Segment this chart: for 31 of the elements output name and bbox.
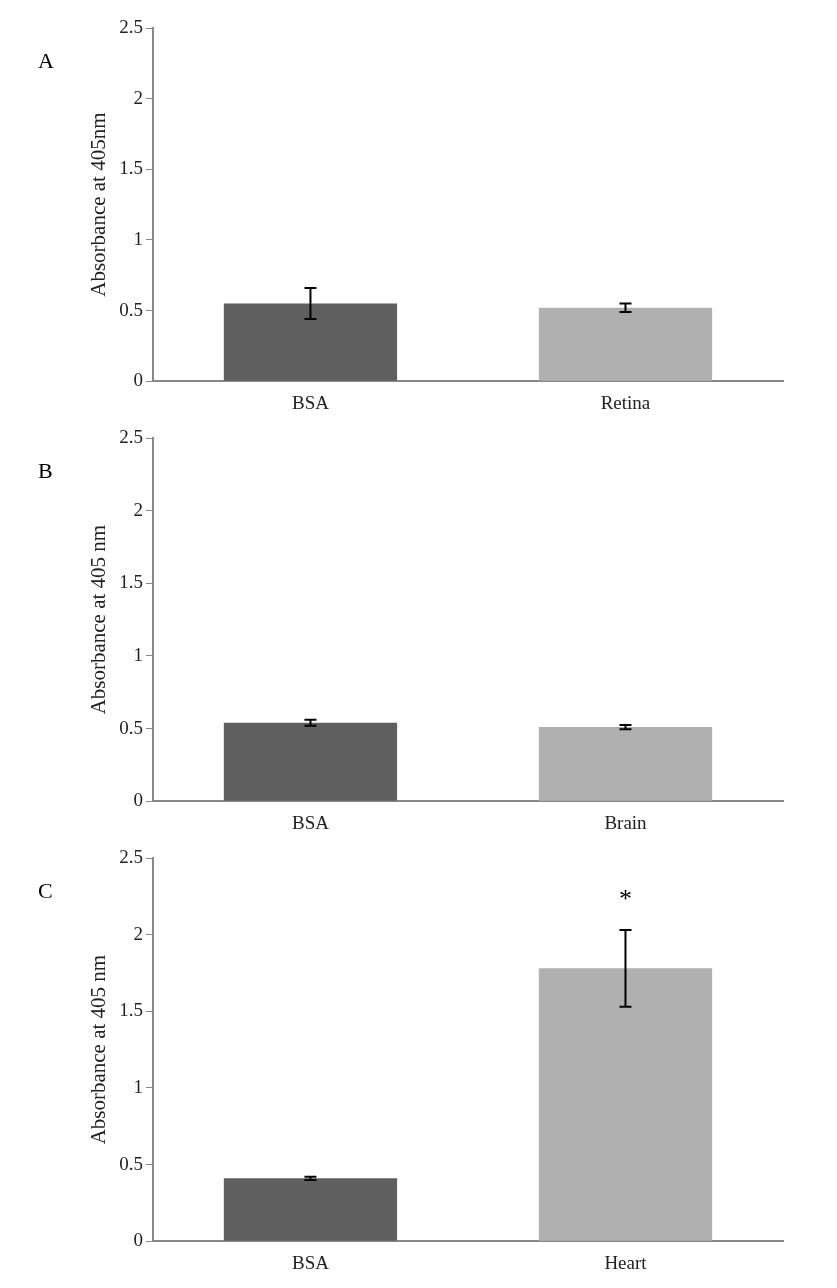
x-tick-label: Brain [604,811,648,833]
y-tick-label: 2.5 [119,425,143,447]
y-tick-label: 0.5 [119,716,143,738]
text: C [38,878,53,904]
y-tick-label: 0 [133,369,143,391]
y-tick-label: 0.5 [119,1152,143,1174]
y-tick-label: 2.5 [119,845,143,867]
x-tick-label: Retina [600,391,651,413]
y-tick-label: 0 [133,789,143,811]
y-tick-label: 2.5 [119,15,143,37]
y-axis-title: Absorbance at 405 nm [86,954,111,1145]
y-tick-label: 1 [133,1075,143,1097]
y-tick-label: 2 [133,86,143,108]
y-tick-label: 1.5 [119,157,143,179]
x-tick-label: BSA [291,391,330,413]
x-tick-label: Heart [604,1251,648,1273]
y-tick-label: 1 [133,643,143,665]
y-tick-label: 1 [133,227,143,249]
y-tick-label: 0.5 [119,298,143,320]
annotation: * [618,883,632,913]
x-tick-label: BSA [291,1251,330,1273]
x-tick-label: BSA [291,811,330,833]
y-tick-label: 1.5 [119,999,143,1021]
y-axis-title: Absorbance at 405 nm [86,524,111,715]
text: B [38,458,53,484]
y-tick-label: 0 [133,1229,143,1251]
y-tick-label: 2 [133,922,143,944]
y-axis-title: Absorbance at 405nm [86,112,111,297]
y-tick-label: 1.5 [119,571,143,593]
y-tick-label: 2 [133,498,143,520]
text: A [38,48,54,74]
